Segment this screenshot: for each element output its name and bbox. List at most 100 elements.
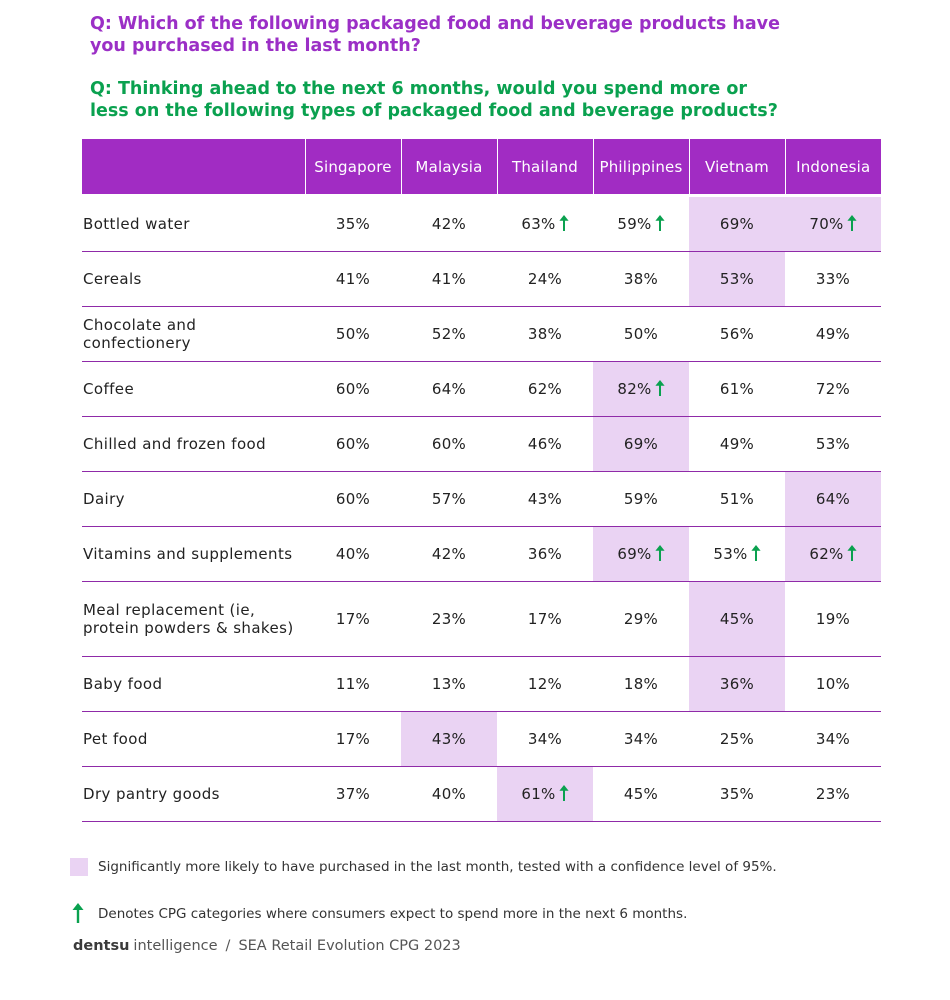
table-cell: 25% [689,711,785,767]
table-cell: 53% [785,416,881,472]
arrow-up-icon [751,545,761,561]
cell-value: 46% [527,435,563,453]
cell-value: 34% [623,730,659,748]
table-cell: 17% [497,581,593,657]
table-cell: 50% [305,306,401,362]
header-row: Singapore Malaysia Thailand Philippines Viet… [82,139,881,196]
table-row: Meal replacement (ie, protein powders & … [82,581,881,657]
table-cell: 53% [689,251,785,307]
cell-value: 60% [335,490,371,508]
cell-value: 12% [527,675,563,693]
table-cell: 69% [593,526,689,582]
cell-value: 43% [527,490,563,508]
table-cell: 60% [305,416,401,472]
cell-value: 45% [623,785,659,803]
table-cell: 57% [401,471,497,527]
cell-value: 53% [719,270,755,288]
row-label: Bottled water [82,194,305,252]
cell-value: 69% [719,215,755,233]
table-cell: 60% [305,361,401,417]
table-cell: 24% [497,251,593,307]
cell-value: 24% [527,270,563,288]
table-cell: 69% [689,194,785,252]
arrow-up-icon [72,903,84,923]
table-cell: 13% [401,656,497,712]
row-label: Vitamins and supplements [82,526,305,582]
table-cell: 62% [497,361,593,417]
cell-value: 64% [815,490,851,508]
table-cell: 36% [497,526,593,582]
results-table: Singapore Malaysia Thailand Philippines Viet… [82,139,881,822]
cell-value: 57% [431,490,467,508]
row-label: Pet food [82,711,305,767]
cell-value: 38% [527,325,563,343]
cell-value: 19% [815,610,851,628]
legend-arrow-text: Denotes CPG categories where consumers e… [98,906,688,922]
cell-value: 62% [527,380,563,398]
cell-value: 43% [431,730,467,748]
cell-value: 70% [809,215,844,233]
cell-value: 38% [623,270,659,288]
column-header-philippines: Philippines [592,139,689,196]
table-row: Bottled water 35% 42% 63% 59% 69% 70% [82,194,881,252]
cell-value: 36% [527,545,563,563]
cell-value: 72% [815,380,851,398]
table-cell: 18% [593,656,689,712]
table-row: Chocolate and confectionery 50% 52% 38% 50% 5… [82,306,881,362]
legend-highlight-text: Significantly more likely to have purcha… [98,859,777,875]
cell-value: 49% [815,325,851,343]
cell-value: 62% [809,545,844,563]
row-label: Dairy [82,471,305,527]
table-row: Baby food 11% 13% 12% 18% 36% 10% [82,656,881,712]
table-cell: 10% [785,656,881,712]
cell-value: 59% [617,215,652,233]
arrow-up-icon [655,380,665,396]
cell-value: 69% [623,435,659,453]
cell-value: 40% [431,785,467,803]
table-cell: 11% [305,656,401,712]
cell-value: 41% [431,270,467,288]
table-cell: 72% [785,361,881,417]
column-header-vietnam: Vietnam [688,139,785,196]
table-cell: 23% [785,766,881,822]
row-label: Baby food [82,656,305,712]
column-header-singapore: Singapore [304,139,401,196]
table-row: Dry pantry goods 37% 40% 61% 45% 35% 23% [82,766,881,822]
table-cell: 64% [401,361,497,417]
table-cell: 59% [593,471,689,527]
table-cell: 35% [305,194,401,252]
table-cell: 60% [305,471,401,527]
table-cell: 46% [497,416,593,472]
cell-value: 61% [719,380,755,398]
question-purchased: Q: Which of the following packaged food … [90,14,780,56]
table-cell: 40% [401,766,497,822]
cell-value: 23% [815,785,851,803]
table-row: Dairy 60% 57% 43% 59% 51% 64% [82,471,881,527]
table-cell: 41% [305,251,401,307]
table-cell: 69% [593,416,689,472]
table-cell: 70% [785,194,881,252]
cell-value: 18% [623,675,659,693]
table-cell: 45% [593,766,689,822]
table-cell: 42% [401,526,497,582]
cell-value: 51% [719,490,755,508]
table-cell: 61% [689,361,785,417]
table-cell: 34% [497,711,593,767]
cell-value: 41% [335,270,371,288]
cell-value: 17% [527,610,563,628]
arrow-up-icon [559,785,569,801]
table-cell: 34% [785,711,881,767]
cell-value: 61% [521,785,556,803]
table-cell: 50% [593,306,689,362]
table-cell: 45% [689,581,785,657]
cell-value: 69% [617,545,652,563]
table-cell: 51% [689,471,785,527]
row-label: Chocolate and confectionery [82,306,305,362]
cell-value: 17% [335,610,371,628]
cell-value: 10% [815,675,851,693]
table-row: Chilled and frozen food 60% 60% 46% 69% 49% 53… [82,416,881,472]
table-cell: 61% [497,766,593,822]
cell-value: 17% [335,730,371,748]
cell-value: 23% [431,610,467,628]
cell-value: 50% [335,325,371,343]
